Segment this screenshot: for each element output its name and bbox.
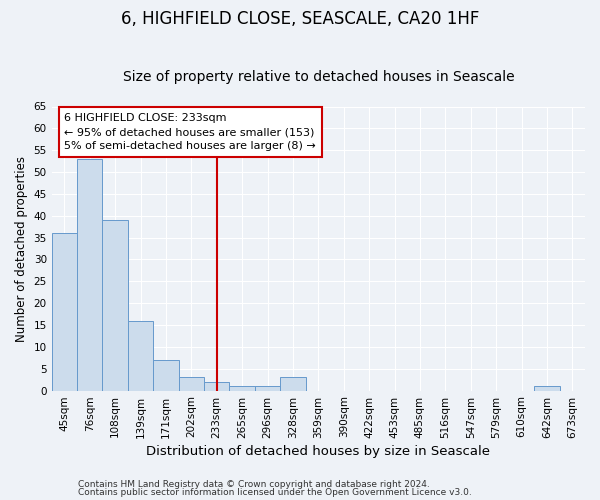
Text: 6 HIGHFIELD CLOSE: 233sqm
← 95% of detached houses are smaller (153)
5% of semi-: 6 HIGHFIELD CLOSE: 233sqm ← 95% of detac… [64, 113, 316, 151]
Bar [229, 386, 255, 390]
Bar [52, 233, 77, 390]
Text: 6, HIGHFIELD CLOSE, SEASCALE, CA20 1HF: 6, HIGHFIELD CLOSE, SEASCALE, CA20 1HF [121, 10, 479, 28]
Bar [128, 320, 153, 390]
Bar [534, 386, 560, 390]
Bar [204, 382, 229, 390]
Title: Size of property relative to detached houses in Seascale: Size of property relative to detached ho… [122, 70, 514, 85]
X-axis label: Distribution of detached houses by size in Seascale: Distribution of detached houses by size … [146, 444, 490, 458]
Bar [255, 386, 280, 390]
Text: Contains public sector information licensed under the Open Government Licence v3: Contains public sector information licen… [78, 488, 472, 497]
Bar [77, 159, 103, 390]
Y-axis label: Number of detached properties: Number of detached properties [15, 156, 28, 342]
Bar [280, 378, 305, 390]
Text: Contains HM Land Registry data © Crown copyright and database right 2024.: Contains HM Land Registry data © Crown c… [78, 480, 430, 489]
Bar [153, 360, 179, 390]
Bar [179, 378, 204, 390]
Bar [103, 220, 128, 390]
